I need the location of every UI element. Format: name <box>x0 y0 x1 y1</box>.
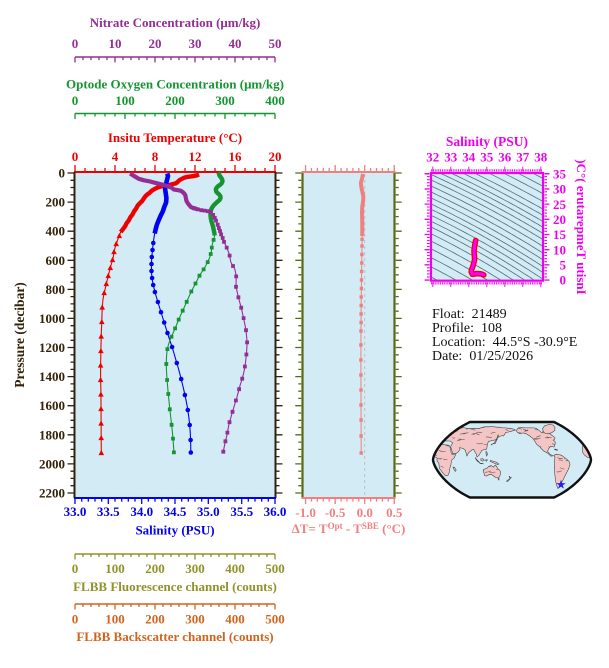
svg-text:Location: 44.5°S -30.9°E: Location: 44.5°S -30.9°E <box>432 335 577 350</box>
svg-text:1800: 1800 <box>39 427 65 442</box>
svg-text:20: 20 <box>269 149 282 164</box>
svg-text:800: 800 <box>46 282 66 297</box>
svg-text:300: 300 <box>215 93 235 108</box>
svg-text:500: 500 <box>265 561 285 576</box>
svg-text:36.0: 36.0 <box>264 504 287 519</box>
svg-text:400: 400 <box>225 612 245 627</box>
svg-text:0.0: 0.0 <box>357 505 373 520</box>
svg-text:Salinity (PSU): Salinity (PSU) <box>446 134 528 149</box>
svg-text:0: 0 <box>560 273 567 288</box>
svg-text:1200: 1200 <box>39 340 65 355</box>
svg-text:36: 36 <box>498 150 512 165</box>
svg-text:32: 32 <box>426 150 439 165</box>
svg-text:0: 0 <box>72 561 79 576</box>
svg-text:12: 12 <box>189 149 202 164</box>
svg-text:2000: 2000 <box>39 456 65 471</box>
svg-text:200: 200 <box>145 612 165 627</box>
svg-text:200: 200 <box>165 93 185 108</box>
svg-text:34: 34 <box>462 150 476 165</box>
svg-text:34.0: 34.0 <box>130 504 153 519</box>
svg-text:1600: 1600 <box>39 398 65 413</box>
svg-text:Salinity (PSU): Salinity (PSU) <box>135 523 214 538</box>
svg-text:0: 0 <box>72 93 79 108</box>
svg-text:Date: 01/25/2026: Date: 01/25/2026 <box>432 349 533 364</box>
svg-text:0: 0 <box>72 36 79 51</box>
svg-text:Pressure (decibar): Pressure (decibar) <box>12 282 27 388</box>
svg-text:400: 400 <box>225 561 245 576</box>
svg-text:34.5: 34.5 <box>164 504 187 519</box>
svg-text:100: 100 <box>105 612 125 627</box>
svg-text:1400: 1400 <box>39 369 65 384</box>
svg-text:8: 8 <box>152 149 159 164</box>
svg-text:10: 10 <box>109 36 122 51</box>
svg-text:4: 4 <box>112 149 119 164</box>
svg-text:35: 35 <box>553 166 567 181</box>
svg-text:30: 30 <box>189 36 202 51</box>
svg-text:33.0: 33.0 <box>64 504 87 519</box>
svg-text:600: 600 <box>46 253 66 268</box>
svg-text:35: 35 <box>480 150 494 165</box>
svg-text:Nitrate Concentration (μm/kg): Nitrate Concentration (μm/kg) <box>90 15 261 30</box>
svg-text:300: 300 <box>185 612 205 627</box>
svg-text:20: 20 <box>553 212 566 227</box>
svg-text:33.5: 33.5 <box>97 504 120 519</box>
svg-text:40: 40 <box>229 36 242 51</box>
svg-text:Insitu Temperature (°C): Insitu Temperature (°C) <box>108 130 242 145</box>
svg-text:50: 50 <box>269 36 282 51</box>
svg-text:20: 20 <box>149 36 162 51</box>
svg-text:Float: 21489: Float: 21489 <box>432 307 507 322</box>
svg-text:15: 15 <box>553 227 567 242</box>
svg-text:500: 500 <box>265 612 285 627</box>
svg-text:-0.5: -0.5 <box>325 505 346 520</box>
svg-text:200: 200 <box>46 195 66 210</box>
svg-text:37: 37 <box>516 150 530 165</box>
svg-text:0: 0 <box>72 149 79 164</box>
svg-text:2200: 2200 <box>39 486 65 501</box>
svg-text:30: 30 <box>553 182 566 197</box>
svg-text:Profile: 108: Profile: 108 <box>432 321 502 336</box>
svg-text:1000: 1000 <box>39 311 65 326</box>
svg-text:10: 10 <box>553 242 566 257</box>
svg-text:100: 100 <box>105 561 125 576</box>
svg-text:38: 38 <box>534 150 548 165</box>
svg-text:25: 25 <box>553 197 567 212</box>
svg-text:FLBB Fluorescence channel (cou: FLBB Fluorescence channel (counts) <box>73 579 277 594</box>
svg-text:ΔT= TOpt - TSBE (°C): ΔT= TOpt - TSBE (°C) <box>292 521 406 536</box>
svg-text:35.0: 35.0 <box>197 504 220 519</box>
svg-text:0.5: 0.5 <box>386 505 403 520</box>
svg-text:35.5: 35.5 <box>230 504 253 519</box>
svg-text:400: 400 <box>265 93 285 108</box>
svg-text:-1.0: -1.0 <box>295 505 316 520</box>
svg-text:16: 16 <box>229 149 243 164</box>
svg-text:FLBB Backscatter channel (coun: FLBB Backscatter channel (counts) <box>76 629 273 644</box>
svg-text:0: 0 <box>72 612 79 627</box>
svg-text:Optode Oxygen Concentration (μ: Optode Oxygen Concentration (μm/kg) <box>66 77 284 92</box>
svg-text:0: 0 <box>59 166 66 181</box>
svg-text:5: 5 <box>560 258 567 273</box>
svg-text:)C°( erutarepmeT utisnI: )C°( erutarepmeT utisnI <box>574 159 589 294</box>
svg-text:100: 100 <box>115 93 135 108</box>
svg-text:300: 300 <box>185 561 205 576</box>
svg-text:33: 33 <box>444 150 458 165</box>
svg-text:200: 200 <box>145 561 165 576</box>
svg-text:400: 400 <box>46 224 66 239</box>
